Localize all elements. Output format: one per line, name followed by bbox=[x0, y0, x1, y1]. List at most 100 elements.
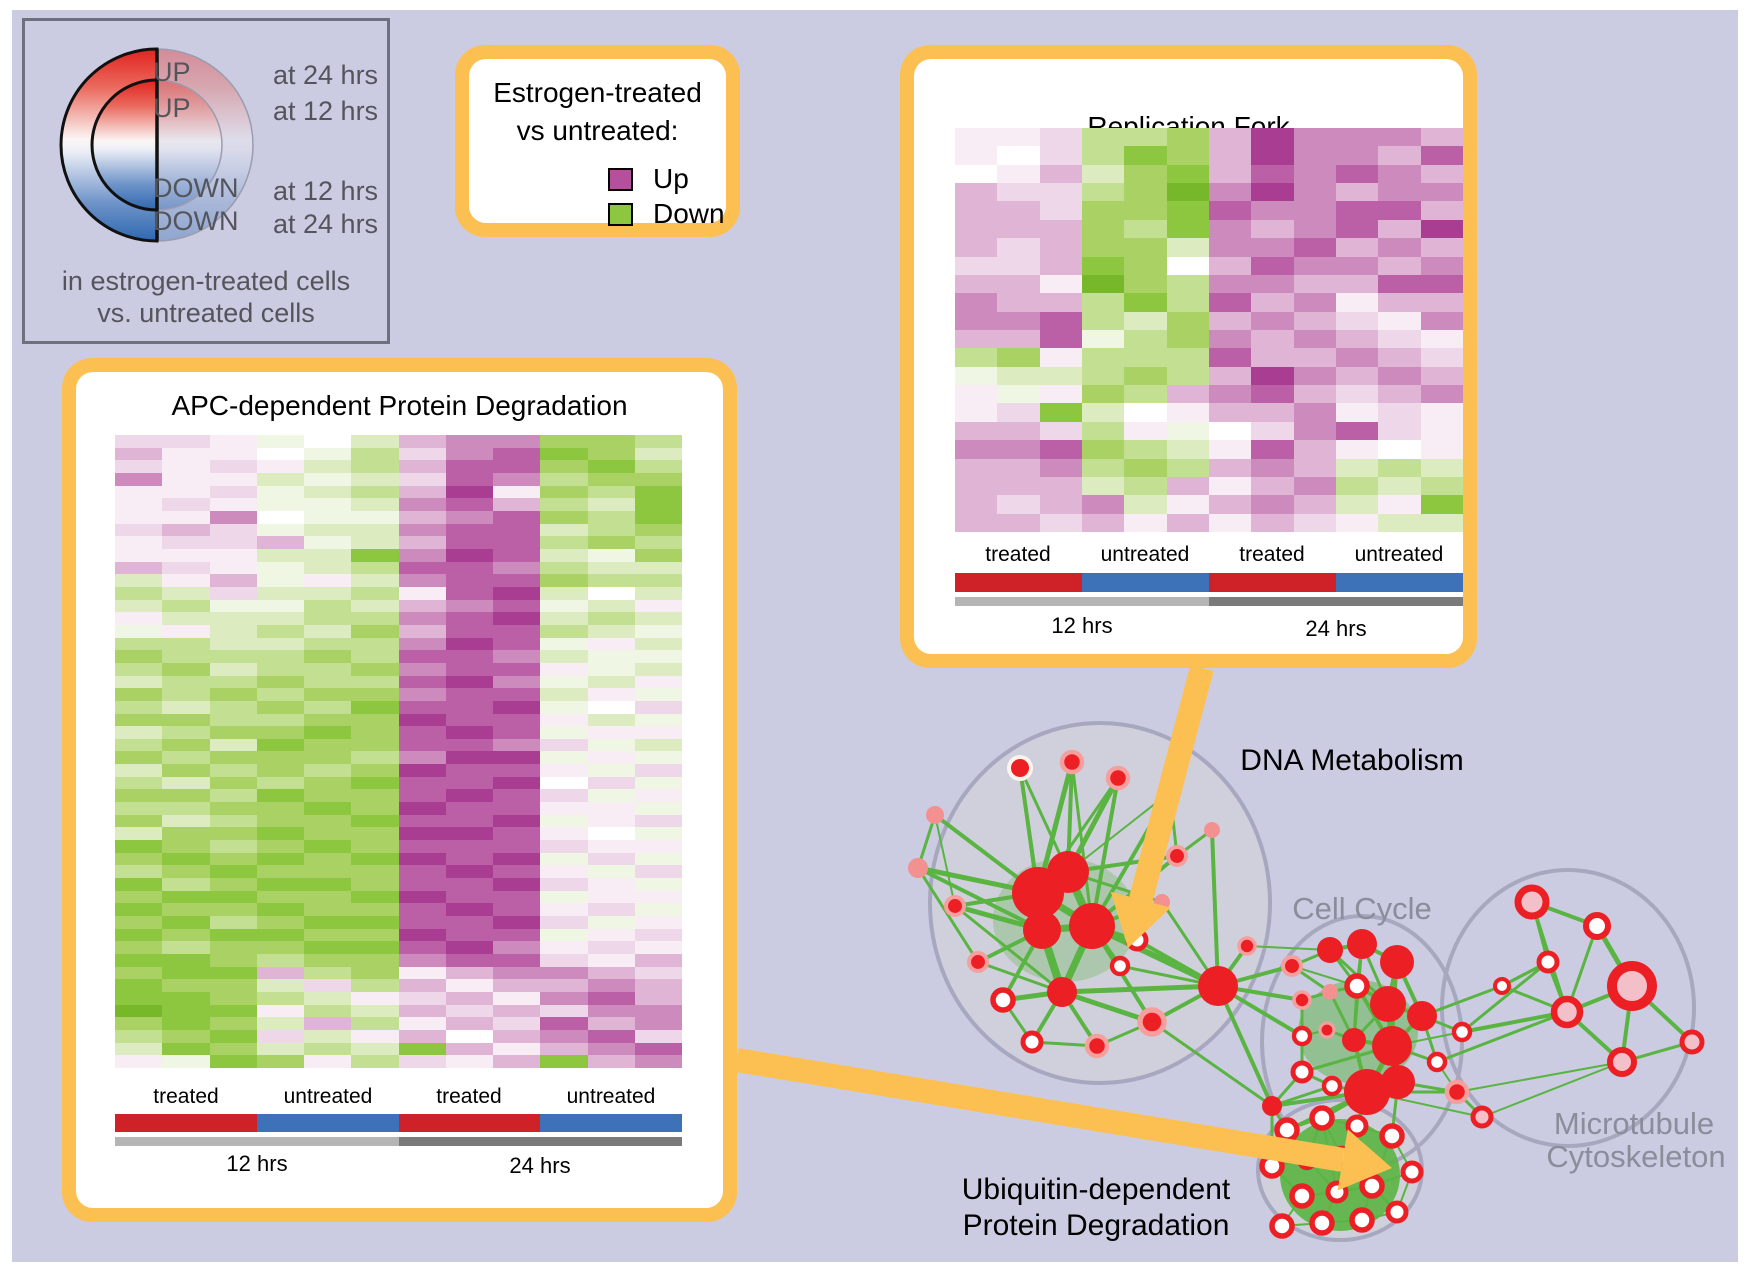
heatmap-cell bbox=[1124, 274, 1167, 294]
heatmap-cell bbox=[445, 764, 493, 777]
heatmap-cell bbox=[1251, 348, 1294, 367]
heatmap-cell bbox=[445, 789, 493, 803]
heatmap-cell bbox=[493, 485, 541, 499]
heatmap-cell bbox=[445, 637, 493, 651]
heatmap-cell bbox=[587, 700, 635, 714]
down-label: Down bbox=[653, 198, 725, 229]
heatmap-cell bbox=[398, 814, 446, 828]
heatmap-cell bbox=[304, 966, 352, 980]
heatmap-cell bbox=[997, 495, 1040, 514]
heatmap-cell bbox=[398, 536, 446, 549]
heatmap-cell bbox=[351, 510, 399, 524]
heatmap-cell bbox=[115, 574, 163, 587]
heatmap-cell bbox=[955, 348, 998, 367]
heatmap-cell bbox=[493, 764, 541, 777]
heatmap-cell bbox=[1420, 385, 1463, 404]
heatmap-cell bbox=[540, 561, 588, 575]
heatmap-cell bbox=[115, 447, 163, 461]
heatmap-cell bbox=[256, 624, 304, 638]
heatmap-cell bbox=[256, 928, 304, 942]
heatmap-cell bbox=[351, 435, 399, 448]
heatmap-cell bbox=[634, 662, 682, 676]
heatmap-cell bbox=[997, 183, 1040, 202]
heatmap-cell bbox=[398, 954, 446, 967]
heatmap-cell bbox=[1166, 513, 1209, 532]
heatmap-cell bbox=[1420, 146, 1463, 165]
heatmap-cell bbox=[955, 421, 998, 441]
heatmap-cell bbox=[1039, 513, 1082, 532]
heatmap-cell bbox=[351, 966, 399, 980]
heatmap-cell bbox=[997, 219, 1040, 239]
heatmap-cell bbox=[445, 498, 493, 511]
heatmap-cell bbox=[1081, 366, 1125, 386]
heatmap-cell bbox=[493, 675, 541, 689]
heatmap-cell bbox=[209, 612, 257, 625]
heatmap-cell bbox=[304, 1055, 352, 1068]
heatmap-cell bbox=[587, 840, 635, 853]
heatmap-cell bbox=[1166, 495, 1209, 514]
heatmap-cell bbox=[1039, 219, 1082, 239]
heatmap-cell bbox=[351, 700, 399, 714]
heatmap-cell bbox=[445, 738, 493, 752]
heatmap-cell bbox=[209, 827, 257, 841]
cluster-label-cell-cycle: Cell Cycle bbox=[1292, 891, 1432, 926]
heatmap-cell bbox=[351, 827, 399, 841]
heatmap-cell bbox=[304, 637, 352, 651]
replication-fork-heatmap bbox=[955, 128, 1463, 532]
heatmap-cell bbox=[1124, 219, 1167, 239]
heatmap-cell bbox=[115, 878, 163, 891]
heatmap-cell bbox=[540, 536, 588, 549]
heatmap-cell bbox=[634, 954, 682, 967]
heatmap-cell bbox=[398, 941, 446, 955]
heatmap-cell bbox=[1081, 458, 1125, 477]
heatmap-cell bbox=[351, 814, 399, 828]
up-color-swatch bbox=[608, 168, 633, 191]
heatmap-cell bbox=[209, 548, 257, 562]
heatmap-cell bbox=[351, 586, 399, 600]
heatmap-cell bbox=[1335, 458, 1379, 477]
heatmap-cell bbox=[256, 916, 304, 929]
heatmap-cell bbox=[351, 941, 399, 955]
heatmap-cell bbox=[351, 574, 399, 587]
heatmap-cell bbox=[540, 650, 588, 663]
heatmap-cell bbox=[209, 662, 257, 676]
heatmap-cell bbox=[997, 128, 1040, 147]
heatmap-cell bbox=[162, 966, 210, 980]
heatmap-cell bbox=[1166, 440, 1209, 459]
heatmap-cell bbox=[1293, 329, 1336, 349]
apc-bar-treated-12 bbox=[115, 1114, 257, 1132]
heatmap-cell bbox=[398, 1030, 446, 1043]
heatmap-cell bbox=[1208, 403, 1252, 422]
heatmap-cell bbox=[351, 954, 399, 967]
heatmap-cell bbox=[1039, 385, 1082, 404]
heatmap-cell bbox=[1378, 385, 1421, 404]
heatmap-cell bbox=[1081, 476, 1125, 496]
heatmap-cell bbox=[1293, 458, 1336, 477]
heatmap-cell bbox=[162, 536, 210, 549]
heatmap-cell bbox=[1378, 274, 1421, 294]
heatmap-cell bbox=[304, 688, 352, 701]
heatmap-cell bbox=[1335, 440, 1379, 459]
heatmap-cell bbox=[1378, 293, 1421, 312]
heatmap-cell bbox=[445, 827, 493, 841]
heatmap-cell bbox=[634, 1030, 682, 1043]
heatmap-cell bbox=[162, 713, 210, 727]
legend-up-12-time: at 12 hrs bbox=[273, 96, 379, 126]
heatmap-cell bbox=[997, 385, 1040, 404]
heatmap-cell bbox=[540, 764, 588, 777]
heatmap-cell bbox=[493, 650, 541, 663]
heatmap-cell bbox=[398, 764, 446, 777]
heatmap-cell bbox=[256, 700, 304, 714]
heatmap-cell bbox=[209, 688, 257, 701]
heatmap-cell bbox=[955, 385, 998, 404]
heatmap-cell bbox=[587, 574, 635, 587]
heatmap-cell bbox=[1081, 348, 1125, 367]
heatmap-cell bbox=[162, 979, 210, 993]
heatmap-cell bbox=[304, 586, 352, 600]
heatmap-cell bbox=[256, 814, 304, 828]
heatmap-cell bbox=[398, 435, 446, 448]
heatmap-cell bbox=[162, 624, 210, 638]
heatmap-cell bbox=[634, 992, 682, 1005]
heatmap-cell bbox=[209, 789, 257, 803]
heatmap-cell bbox=[1251, 329, 1294, 349]
